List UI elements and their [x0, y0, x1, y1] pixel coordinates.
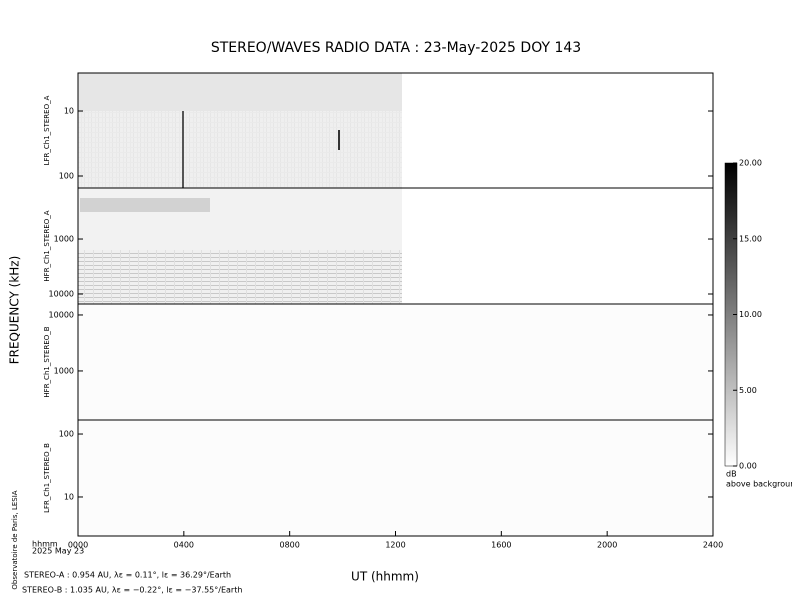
colorbar-tick-label: 20.00: [739, 159, 762, 168]
colorbar-tick-label: 5.00: [739, 386, 757, 395]
colorbar-unit: dB: [726, 470, 737, 479]
date-note: 2025 May 23: [32, 547, 84, 556]
x-tick-label: 1200: [385, 541, 405, 550]
panel-label: LFR_Ch1_STEREO_B: [43, 443, 51, 513]
colorbar-tick-label: 10.00: [739, 310, 762, 319]
colorbar-tick-label: 0.00: [739, 462, 757, 471]
y-tick-label: 100: [59, 430, 74, 439]
panel-label: LFR_Ch1_STEREO_A: [43, 95, 51, 165]
footer-line: STEREO-B : 1.035 AU, λε = −0.22°, lε = −…: [22, 586, 242, 595]
colorbar-label: above background: [726, 480, 792, 489]
x-tick-label: 0000: [68, 541, 88, 550]
spectrogram-burst: [182, 111, 184, 188]
y-tick-label: 10: [64, 492, 74, 501]
x-tick-label: 1600: [491, 541, 511, 550]
y-axis-title: FREQUENCY (kHz): [8, 256, 22, 365]
colorbar-tick-label: 15.00: [739, 234, 762, 243]
x-tick-label: 2000: [597, 541, 617, 550]
y-tick-label: 1000: [54, 366, 74, 375]
chart-title: STEREO/WAVES RADIO DATA : 23-May-2025 DO…: [211, 40, 581, 56]
x-tick-label: 2400: [703, 541, 723, 550]
spectrogram-a-lfr-band: [78, 73, 402, 111]
footer-line: STEREO-A : 0.954 AU, λε = 0.11°, lε = 36…: [24, 571, 231, 580]
panel-label: HFR_Ch1_STEREO_B: [43, 326, 51, 397]
panel-label: HFR_Ch1_STEREO_A: [43, 210, 51, 281]
y-tick-label: 10000: [49, 290, 74, 299]
x-axis-title: UT (hhmm): [351, 570, 419, 584]
x-tick-label: 0400: [174, 541, 194, 550]
spectrogram-a-hfr-texture: [78, 250, 402, 304]
credit: Observatoire de Paris, LESIA: [11, 490, 19, 589]
y-tick-label: 10000: [49, 310, 74, 319]
spectrogram-burst: [338, 130, 340, 150]
x-tick-label: 0800: [279, 541, 299, 550]
y-tick-label: 10: [64, 107, 74, 116]
x-unit-note: hhmm: [32, 540, 58, 549]
y-tick-label: 100: [59, 171, 74, 180]
y-tick-label: 1000: [54, 235, 74, 244]
spectrogram-a-hfr-band: [80, 198, 210, 212]
spectrogram-a-lfr-texture: [78, 111, 402, 188]
